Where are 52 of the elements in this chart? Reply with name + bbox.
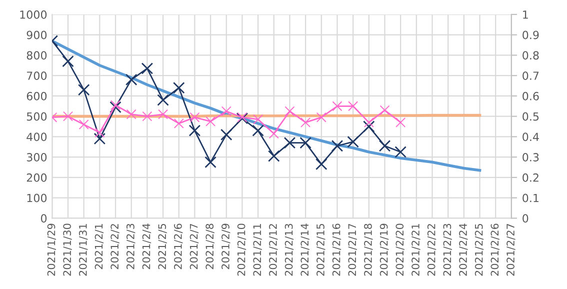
y2-tick-label: 0.4: [522, 132, 539, 142]
y2-tick-label: 0.9: [522, 30, 539, 40]
y2-tick-label: 0.6: [522, 92, 539, 100]
x-tick-label: 2021/2/25: [474, 224, 484, 276]
y-tick-label: 0: [40, 214, 47, 223]
x-tick-label: 2021/2/2: [110, 224, 120, 270]
x-tick-label: 2021/2/7: [190, 224, 199, 270]
y2-tick-label: 0.1: [522, 194, 538, 202]
x-tick-label: 2021/2/5: [158, 224, 167, 270]
y2-tick-label: 0.2: [522, 173, 538, 182]
x-tick-label: 2021/2/19: [380, 224, 389, 276]
x-tick-label: 2021/2/10: [237, 224, 246, 276]
x-tick-label: 2021/2/12: [269, 224, 278, 276]
y2-tick-label: 1: [523, 10, 528, 19]
y-tick-label: 200: [26, 173, 47, 182]
x-tick-label: 2021/2/6: [174, 224, 183, 270]
x-tick-label: 2021/2/26: [490, 224, 500, 276]
x-tick-label: 2021/2/15: [316, 224, 326, 276]
x-tick-label: 2021/2/9: [222, 224, 230, 270]
x-tick-label: 2021/2/17: [348, 224, 357, 276]
y2-tick-label: 0: [522, 214, 528, 223]
y-tick-label: 700: [27, 72, 47, 80]
x-tick-label: 2021/1/30: [63, 224, 72, 276]
x-tick-label: 2021/2/24: [459, 224, 468, 276]
x-tick-label: 2021/2/18: [364, 224, 373, 276]
x-tick-label: 2021/2/8: [206, 224, 214, 270]
x-tick-label: 2021/2/22: [427, 224, 436, 276]
x-tick-label: 2021/2/4: [142, 224, 152, 270]
y2-tick-label: 0.5: [522, 112, 539, 121]
x-tick-label: 2021/2/20: [396, 224, 404, 276]
x-tick-label: 2021/2/11: [253, 224, 262, 276]
y2-tick-label: 0.7: [522, 72, 539, 80]
x-tick-label: 2021/2/27: [506, 224, 516, 276]
x-tick-label: 2021/2/14: [300, 224, 310, 276]
x-tick-label: 2021/2/23: [443, 224, 452, 276]
x-tick-label: 2021/2/13: [284, 224, 294, 276]
y-tick-label: 800: [26, 51, 47, 60]
y2-tick-label: 0.8: [522, 51, 539, 60]
x-tick-label: 2021/2/16: [332, 224, 342, 276]
y-tick-label: 500: [26, 112, 47, 121]
x-tick-label: 2021/2/3: [126, 224, 136, 270]
y-tick-label: 900: [26, 30, 47, 40]
x-tick-label: 2021/1/29: [47, 224, 56, 276]
y-tick-label: 300: [26, 153, 47, 162]
x-tick-label: 2021/2/21: [412, 224, 420, 276]
y2-tick-label: 0.3: [522, 153, 539, 162]
y-tick-label: 600: [26, 92, 47, 100]
y-tick-label: 1000: [20, 10, 47, 19]
x-tick-label: 2021/2/1: [94, 224, 104, 270]
x-tick-label: 2021/1/31: [78, 224, 88, 276]
y-tick-label: 400: [26, 132, 47, 142]
y-tick-label: 100: [27, 194, 47, 202]
